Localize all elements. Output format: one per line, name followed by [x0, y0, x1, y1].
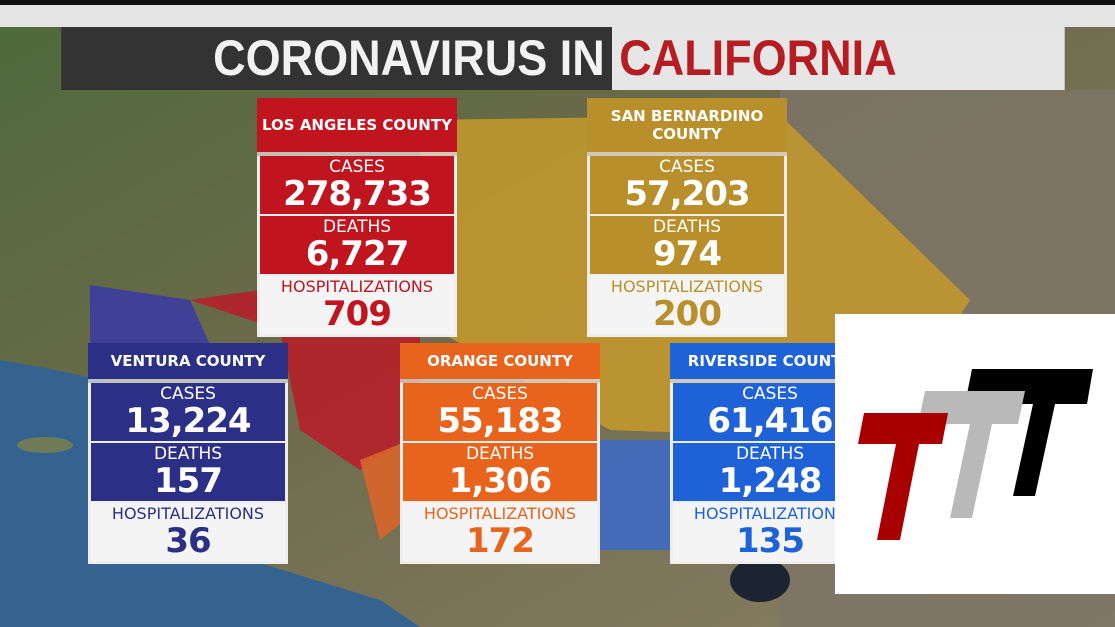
hospitalizations-label: HOSPITALIZATIONS [693, 504, 847, 523]
ttt-logo-icon [858, 369, 1093, 540]
cases-value: 61,416 [707, 401, 833, 441]
hospitalizations-label: HOSPITALIZATIONS [111, 504, 265, 523]
top-bar [0, 0, 1115, 5]
deaths-value: 1,248 [718, 461, 823, 501]
deaths-label: DEATHS [652, 217, 722, 237]
county-card-la: LOS ANGELES COUNTY CASES 278,733 DEATHS … [257, 98, 457, 337]
deaths-label: DEATHS [735, 444, 805, 464]
cases-label: CASES [659, 157, 715, 177]
cases-label: CASES [472, 384, 528, 404]
deaths-value: 157 [154, 461, 223, 501]
cases-label: CASES [742, 384, 798, 404]
deaths-value: 974 [653, 234, 722, 274]
hospitalizations-value: 172 [466, 521, 535, 561]
station-logo [835, 314, 1115, 594]
cases-value: 278,733 [283, 174, 432, 214]
hospitalizations-value: 200 [653, 294, 722, 334]
county-name: ORANGE COUNTY [400, 343, 600, 379]
region-riverside [600, 440, 680, 550]
deaths-label: DEATHS [465, 444, 535, 464]
hospitalizations-value: 709 [323, 294, 392, 334]
title-part2: CALIFORNIA [619, 30, 897, 86]
title-part1: CORONAVIRUS IN [213, 30, 605, 86]
hospitalizations-value: 135 [736, 521, 805, 561]
page-title: CORONAVIRUS IN CALIFORNIA [0, 27, 1115, 90]
region-orange [360, 440, 410, 540]
deaths-value: 6,727 [305, 234, 410, 274]
region-ventura [90, 285, 210, 345]
hospitalizations-label: HOSPITALIZATIONS [280, 277, 434, 296]
hospitalizations-value: 36 [165, 521, 211, 561]
deaths-label: DEATHS [153, 444, 223, 464]
cases-value: 13,224 [125, 401, 251, 441]
county-name: SAN BERNARDINO COUNTY [587, 98, 787, 152]
cases-label: CASES [160, 384, 216, 404]
county-card-sb: SAN BERNARDINO COUNTY CASES 57,203 DEATH… [587, 98, 787, 337]
cases-value: 57,203 [624, 174, 750, 214]
cases-value: 55,183 [437, 401, 563, 441]
cases-label: CASES [329, 157, 385, 177]
county-name: VENTURA COUNTY [88, 343, 288, 379]
deaths-value: 1,306 [448, 461, 553, 501]
county-name: LOS ANGELES COUNTY [257, 98, 457, 152]
hospitalizations-label: HOSPITALIZATIONS [610, 277, 764, 296]
top-strip [0, 5, 1115, 27]
county-card-orange: ORANGE COUNTY CASES 55,183 DEATHS 1,306 … [400, 343, 600, 564]
hospitalizations-label: HOSPITALIZATIONS [423, 504, 577, 523]
county-card-ventura: VENTURA COUNTY CASES 13,224 DEATHS 157 H… [88, 343, 288, 564]
deaths-label: DEATHS [322, 217, 392, 237]
